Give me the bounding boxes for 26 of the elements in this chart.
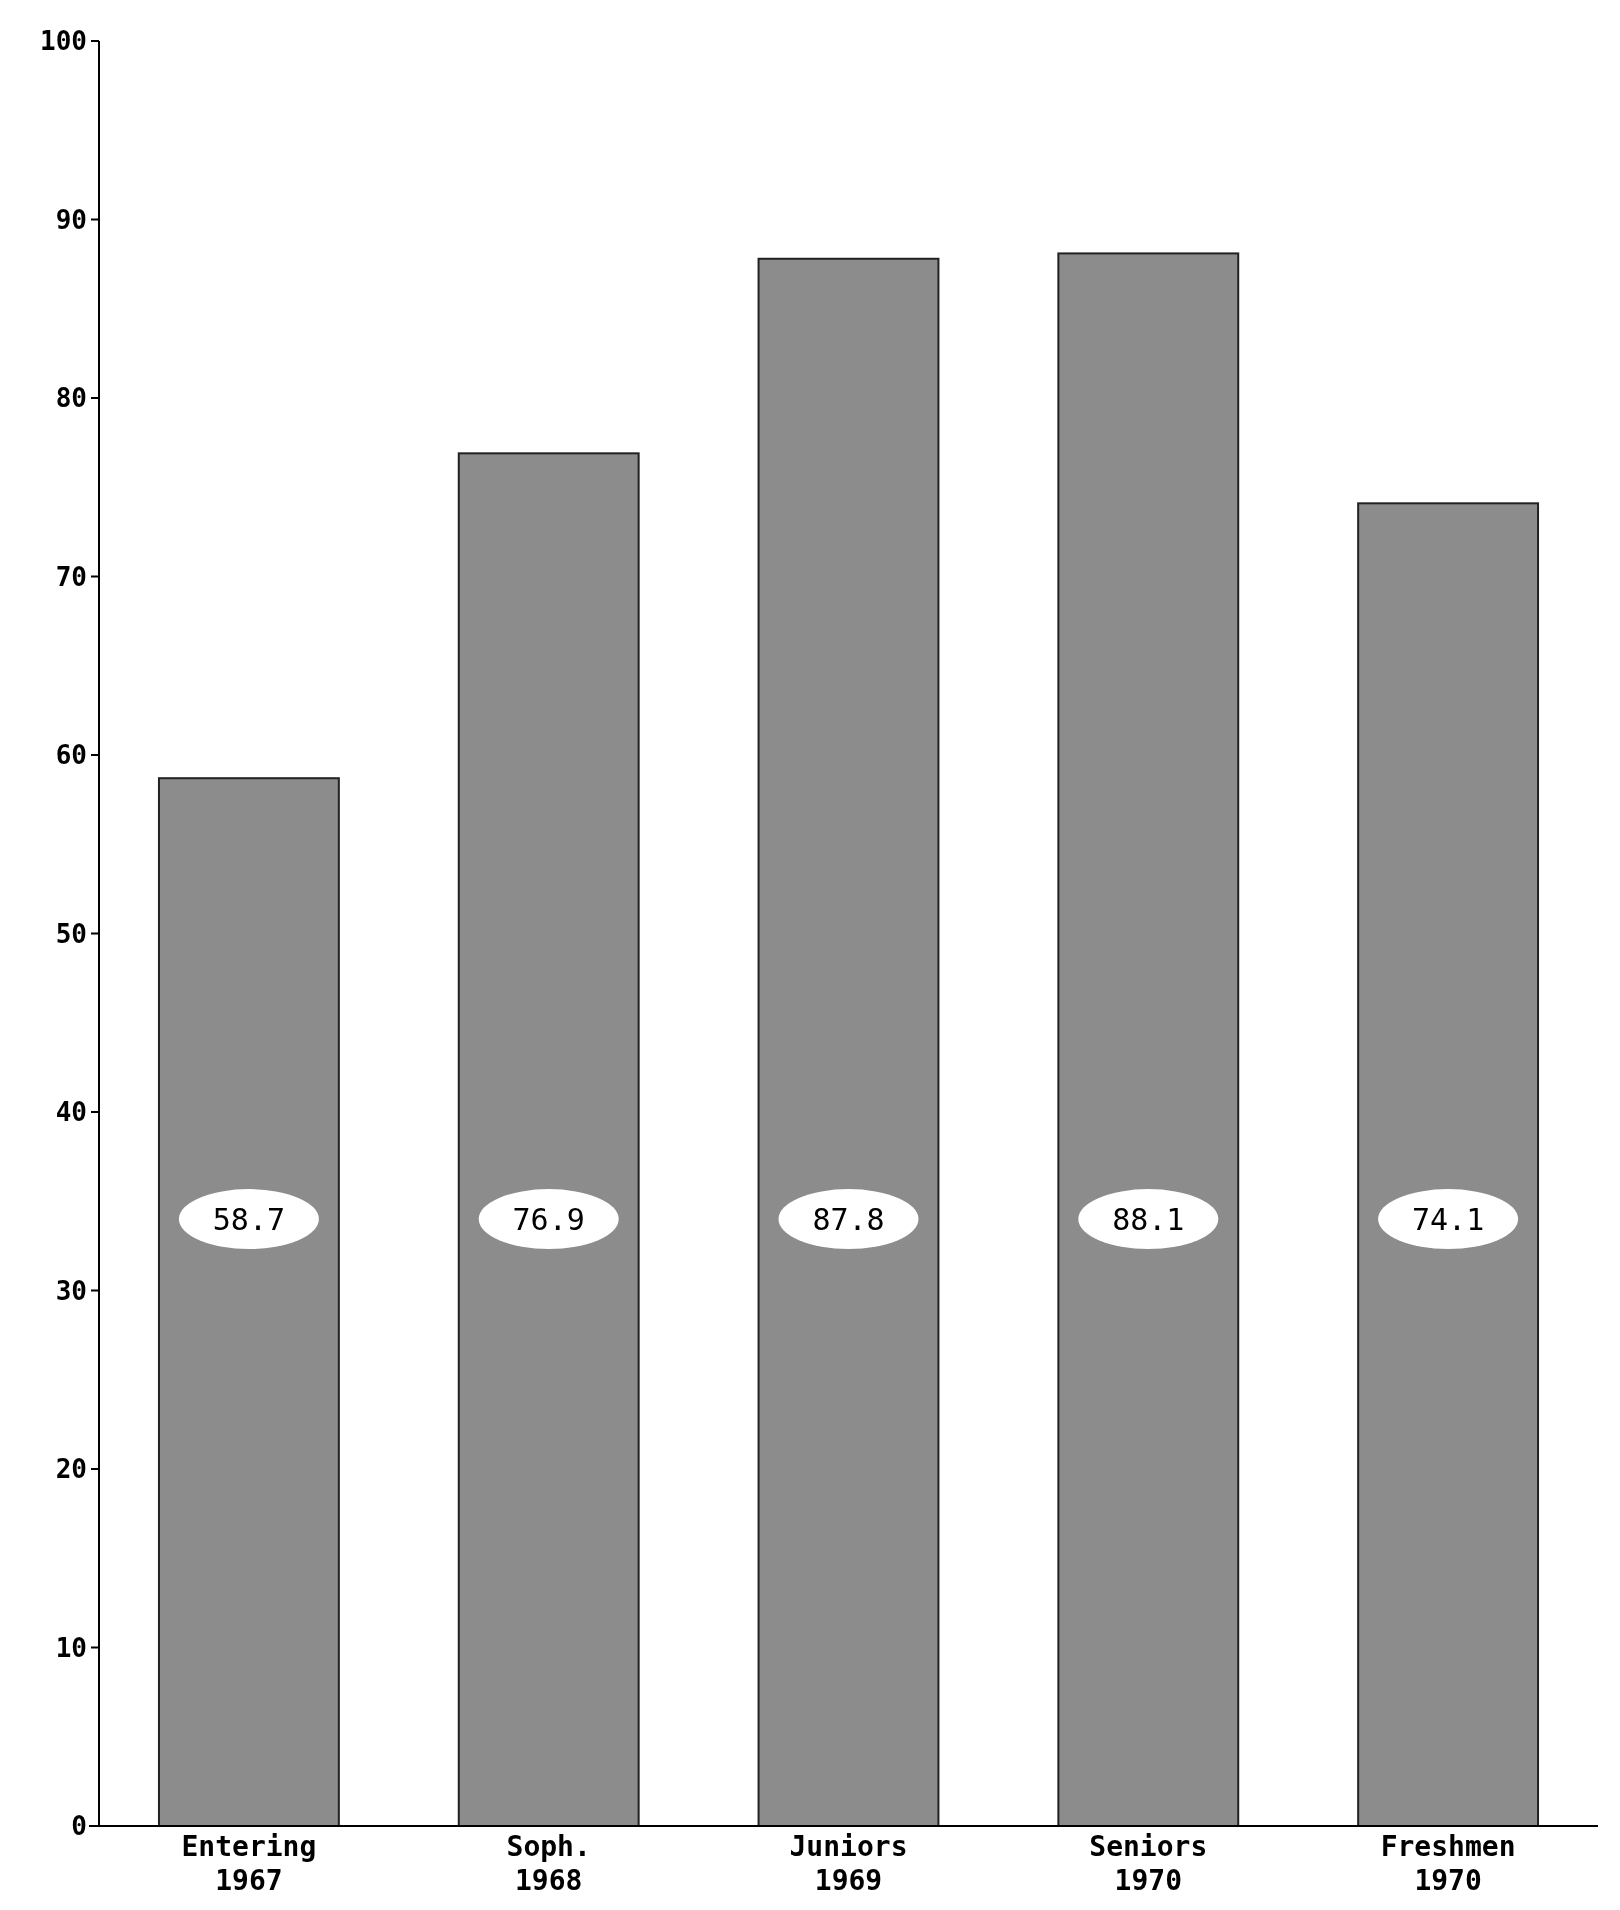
bar xyxy=(1057,252,1240,1827)
y-tick-label: 80 xyxy=(55,383,87,413)
bar xyxy=(757,257,940,1827)
data-label: 87.8 xyxy=(812,1201,885,1237)
y-tick-label: 50 xyxy=(55,918,87,949)
y-tick-label: 0 xyxy=(71,1811,87,1841)
data-label: 88.1 xyxy=(1112,1201,1185,1237)
x-tick-label: Entering 1967 xyxy=(181,1830,317,1897)
x-tick-label: Soph. 1968 xyxy=(506,1830,591,1897)
y-tick-label: 40 xyxy=(55,1097,87,1127)
x-tick-label: Freshmen 1970 xyxy=(1380,1830,1516,1897)
bar xyxy=(157,777,340,1828)
y-tick-label: 10 xyxy=(55,1632,87,1663)
y-tick-label: 100 xyxy=(40,26,87,56)
data-label: 76.9 xyxy=(512,1201,585,1237)
y-tick-label: 60 xyxy=(55,740,87,770)
y-tick-label: 20 xyxy=(55,1454,87,1484)
y-tick-label: 30 xyxy=(55,1275,87,1306)
y-tick-label: 90 xyxy=(55,204,87,235)
x-tick-label: Seniors 1970 xyxy=(1089,1830,1208,1897)
data-label: 58.7 xyxy=(212,1201,286,1237)
bar xyxy=(1357,502,1540,1828)
x-tick-label: Juniors 1969 xyxy=(789,1830,908,1897)
y-tick-label: 70 xyxy=(55,561,87,592)
data-label: 74.1 xyxy=(1411,1201,1485,1237)
bar xyxy=(457,452,640,1828)
